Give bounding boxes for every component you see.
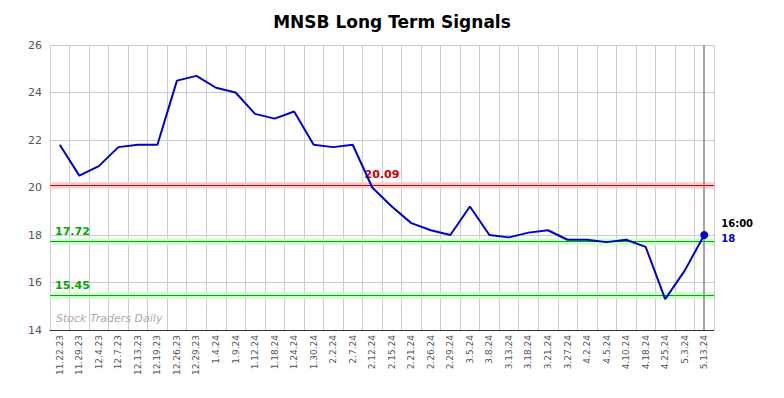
svg-text:1.30.24: 1.30.24 (309, 335, 319, 370)
svg-text:3.27.24: 3.27.24 (563, 335, 573, 370)
svg-text:1.4.24: 1.4.24 (211, 335, 221, 364)
svg-text:17.72: 17.72 (55, 225, 90, 238)
svg-text:2.2.24: 2.2.24 (328, 335, 338, 364)
svg-text:4.2.24: 4.2.24 (582, 335, 592, 364)
svg-text:26: 26 (28, 39, 42, 52)
svg-text:12.29.23: 12.29.23 (191, 335, 201, 375)
svg-text:24: 24 (28, 86, 42, 99)
svg-text:Stock Traders Daily: Stock Traders Daily (56, 312, 163, 325)
svg-text:2.7.24: 2.7.24 (348, 335, 358, 364)
svg-text:2.29.24: 2.29.24 (445, 335, 455, 370)
svg-text:12.19.23: 12.19.23 (152, 335, 162, 375)
svg-text:2.21.24: 2.21.24 (406, 335, 416, 370)
svg-text:12.7.23: 12.7.23 (113, 335, 123, 369)
svg-text:3.5.24: 3.5.24 (465, 335, 475, 364)
svg-text:1.18.24: 1.18.24 (270, 335, 280, 370)
svg-text:5.13.24: 5.13.24 (699, 335, 709, 370)
svg-text:18: 18 (721, 233, 735, 244)
svg-text:12.26.23: 12.26.23 (172, 335, 182, 375)
svg-text:2.12.24: 2.12.24 (367, 335, 377, 370)
svg-text:MNSB Long Term Signals: MNSB Long Term Signals (273, 12, 511, 32)
svg-text:3.8.24: 3.8.24 (484, 335, 494, 364)
svg-text:4.25.24: 4.25.24 (660, 335, 670, 370)
svg-text:1.12.24: 1.12.24 (250, 335, 260, 370)
svg-text:15.45: 15.45 (55, 279, 90, 292)
svg-text:3.21.24: 3.21.24 (543, 335, 553, 370)
svg-text:1.24.24: 1.24.24 (289, 335, 299, 370)
svg-text:1.9.24: 1.9.24 (231, 335, 241, 364)
svg-text:20: 20 (28, 181, 42, 194)
svg-text:3.13.24: 3.13.24 (504, 335, 514, 370)
svg-text:3.18.24: 3.18.24 (523, 335, 533, 370)
svg-text:5.3.24: 5.3.24 (680, 335, 690, 364)
svg-text:22: 22 (28, 134, 42, 147)
svg-text:11.29.23: 11.29.23 (74, 335, 84, 375)
svg-text:4.5.24: 4.5.24 (602, 335, 612, 364)
svg-text:4.18.24: 4.18.24 (641, 335, 651, 370)
svg-text:14: 14 (28, 324, 42, 337)
svg-text:16:00: 16:00 (721, 218, 753, 229)
svg-text:18: 18 (28, 229, 42, 242)
svg-text:4.10.24: 4.10.24 (621, 335, 631, 370)
svg-text:11.22.23: 11.22.23 (55, 335, 65, 375)
svg-text:20.09: 20.09 (365, 168, 400, 181)
svg-text:2.26.24: 2.26.24 (426, 335, 436, 370)
svg-text:12.13.23: 12.13.23 (133, 335, 143, 375)
svg-text:2.15.24: 2.15.24 (387, 335, 397, 370)
svg-text:16: 16 (28, 276, 42, 289)
svg-text:12.4.23: 12.4.23 (94, 335, 104, 369)
